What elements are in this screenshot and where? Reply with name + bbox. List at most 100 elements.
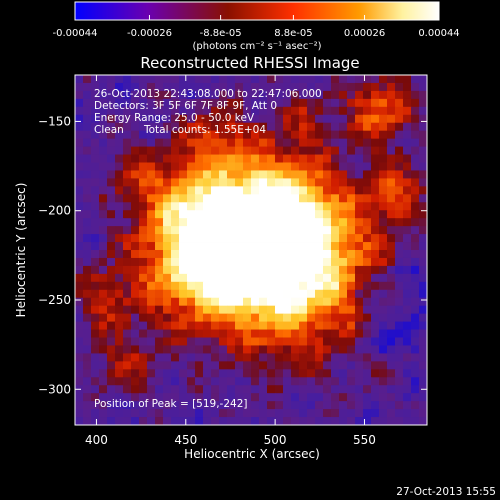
heatmap-cell	[291, 226, 300, 235]
heatmap-cell	[227, 178, 236, 187]
heatmap-cell	[395, 385, 404, 394]
heatmap-cell	[411, 321, 420, 330]
heatmap-cell	[227, 273, 236, 283]
heatmap-cell	[171, 186, 180, 195]
heatmap-cell	[83, 337, 92, 346]
heatmap-cell	[131, 401, 140, 410]
heatmap-cell	[307, 377, 316, 386]
heatmap-cell	[99, 337, 108, 346]
heatmap-cell	[419, 305, 427, 315]
heatmap-cell	[91, 393, 100, 402]
heatmap-cell	[419, 122, 427, 132]
heatmap-cell	[219, 321, 228, 330]
heatmap-cell	[131, 250, 140, 259]
heatmap-cell	[211, 329, 220, 338]
heatmap-cell	[115, 393, 124, 402]
heatmap-cell	[83, 329, 92, 338]
heatmap-cell	[139, 82, 148, 92]
heatmap-cell	[371, 210, 380, 219]
heatmap-cell	[235, 82, 244, 92]
heatmap-cell	[411, 186, 420, 195]
heatmap-cell	[291, 313, 300, 322]
heatmap-cell	[211, 234, 220, 243]
heatmap-cell	[267, 385, 276, 394]
heatmap-cell	[339, 242, 348, 251]
heatmap-cell	[267, 202, 276, 211]
heatmap-cell	[107, 154, 116, 163]
heatmap-cell	[211, 353, 220, 362]
heatmap-cell	[411, 273, 420, 283]
heatmap-cell	[307, 329, 316, 338]
heatmap-cell	[227, 265, 236, 275]
heatmap-cell	[211, 106, 220, 116]
heatmap-cell	[91, 289, 100, 299]
heatmap-cell	[187, 401, 196, 410]
heatmap-cell	[379, 186, 388, 195]
heatmap-cell	[163, 170, 172, 179]
heatmap-cell	[259, 130, 268, 140]
heatmap-cell	[131, 289, 140, 299]
heatmap-cell	[267, 305, 276, 315]
heatmap-cell	[403, 313, 412, 322]
heatmap-cell	[355, 178, 364, 187]
heatmap-cell	[299, 417, 308, 425]
heatmap-cell	[371, 75, 380, 84]
heatmap-cell	[331, 353, 340, 362]
heatmap-cell	[379, 122, 388, 132]
heatmap-cell	[163, 377, 172, 386]
heatmap-cell	[371, 178, 380, 187]
heatmap-cell	[187, 250, 196, 259]
heatmap-cell	[123, 297, 132, 307]
heatmap-cell	[355, 98, 364, 108]
heatmap-cell	[307, 353, 316, 362]
heatmap-cell	[315, 170, 324, 179]
heatmap-cell	[123, 305, 132, 315]
heatmap-cell	[147, 361, 156, 370]
heatmap-cell	[387, 242, 396, 251]
heatmap-cell	[227, 257, 236, 267]
heatmap-cell	[339, 210, 348, 219]
heatmap-cell	[379, 377, 388, 386]
heatmap-cell	[355, 417, 364, 425]
heatmap-cell	[267, 329, 276, 338]
heatmap-cell	[283, 377, 292, 386]
heatmap-cell	[211, 345, 220, 354]
heatmap-cell	[291, 138, 300, 147]
heatmap-cell	[187, 146, 196, 155]
heatmap-cell	[211, 154, 220, 163]
heatmap-cell	[307, 361, 316, 370]
heatmap-cell	[171, 138, 180, 147]
heatmap-cell	[315, 234, 324, 243]
heatmap-cell	[123, 90, 132, 100]
heatmap-cell	[275, 234, 284, 243]
heatmap-cell	[163, 82, 172, 92]
heatmap-cell	[291, 337, 300, 346]
heatmap-cell	[235, 409, 244, 418]
heatmap-cell	[419, 162, 427, 171]
heatmap-cell	[275, 393, 284, 402]
heatmap-cell	[363, 178, 372, 187]
heatmap-cell	[355, 218, 364, 227]
heatmap-cell	[251, 265, 260, 275]
heatmap-cell	[299, 122, 308, 132]
heatmap-cell	[403, 265, 412, 275]
heatmap-cell	[347, 385, 356, 394]
heatmap-cell	[411, 138, 420, 147]
heatmap-cell	[131, 138, 140, 147]
heatmap-cell	[291, 186, 300, 195]
heatmap-cell	[219, 202, 228, 211]
heatmap-cell	[131, 313, 140, 322]
heatmap-cell	[219, 154, 228, 163]
heatmap-cell	[403, 329, 412, 338]
heatmap-cell	[395, 345, 404, 354]
heatmap-cell	[299, 313, 308, 322]
heatmap-cell	[131, 337, 140, 346]
heatmap-cell	[219, 82, 228, 92]
heatmap-cell	[419, 401, 427, 410]
heatmap-cell	[291, 130, 300, 140]
heatmap-cell	[307, 401, 316, 410]
heatmap-cell	[115, 90, 124, 100]
heatmap-cell	[315, 409, 324, 418]
heatmap-cell	[171, 122, 180, 132]
heatmap-cell	[315, 273, 324, 283]
